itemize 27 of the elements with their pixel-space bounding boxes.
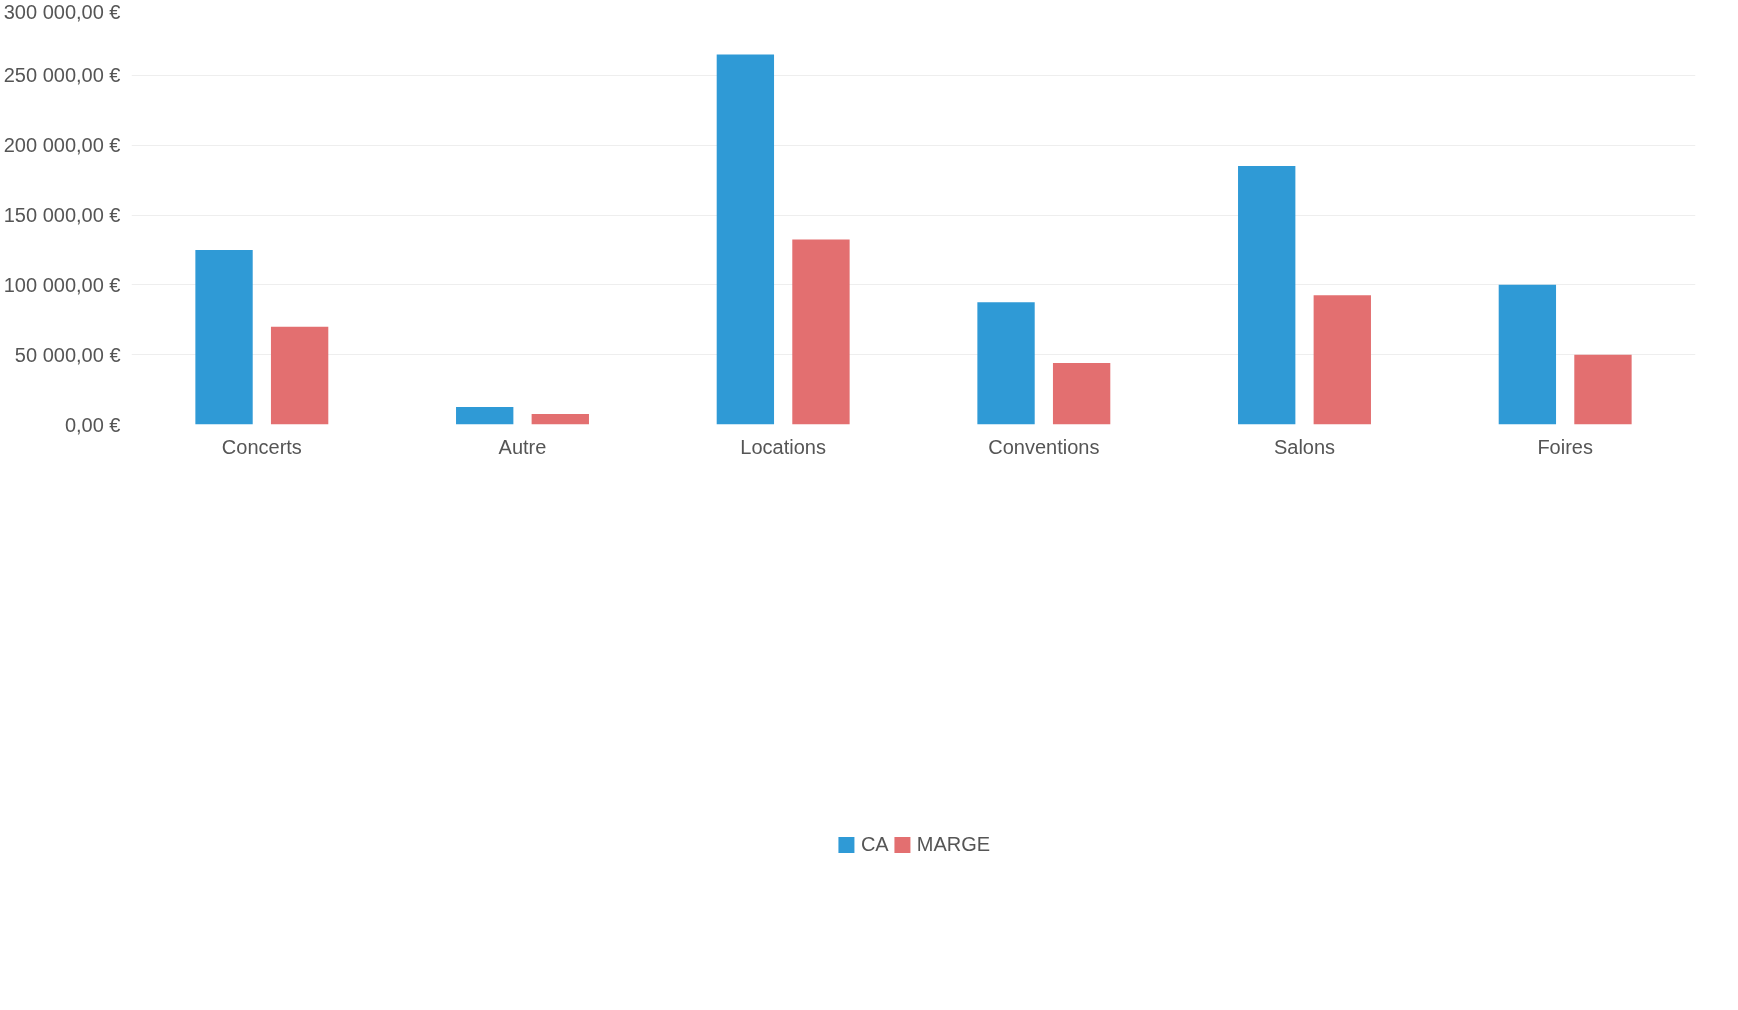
x-tick-label: Locations — [740, 435, 826, 458]
bar — [456, 407, 514, 425]
legend-label: CA — [860, 832, 889, 856]
bar — [1238, 166, 1296, 425]
bar — [1498, 284, 1557, 425]
bar — [531, 414, 589, 425]
bar — [270, 326, 329, 425]
bar — [1313, 295, 1371, 425]
x-tick-label: Salons — [1273, 435, 1336, 458]
x-tick-label: Autre — [498, 435, 547, 458]
x-tick-label: Foires — [1537, 435, 1593, 458]
bar — [977, 302, 1035, 425]
y-tick-label: 150 000,00 € — [3, 204, 121, 226]
x-tick-label: Concerts — [221, 435, 302, 458]
bar — [792, 239, 850, 425]
bar — [195, 249, 253, 425]
x-tick-label: Conventions — [988, 435, 1100, 458]
y-tick-label: 0,00 € — [64, 413, 121, 436]
y-tick-label: 50 000,00 € — [14, 343, 121, 366]
bar — [1052, 363, 1111, 425]
bar — [1574, 354, 1632, 425]
y-tick-label: 250 000,00 € — [3, 64, 121, 87]
y-tick-label: 100 000,00 € — [3, 273, 121, 296]
y-tick-label: 300 000,00 € — [3, 0, 121, 23]
y-tick-label: 200 000,00 € — [3, 134, 121, 157]
bar — [716, 54, 775, 425]
legend-label: MARGE — [916, 832, 991, 856]
